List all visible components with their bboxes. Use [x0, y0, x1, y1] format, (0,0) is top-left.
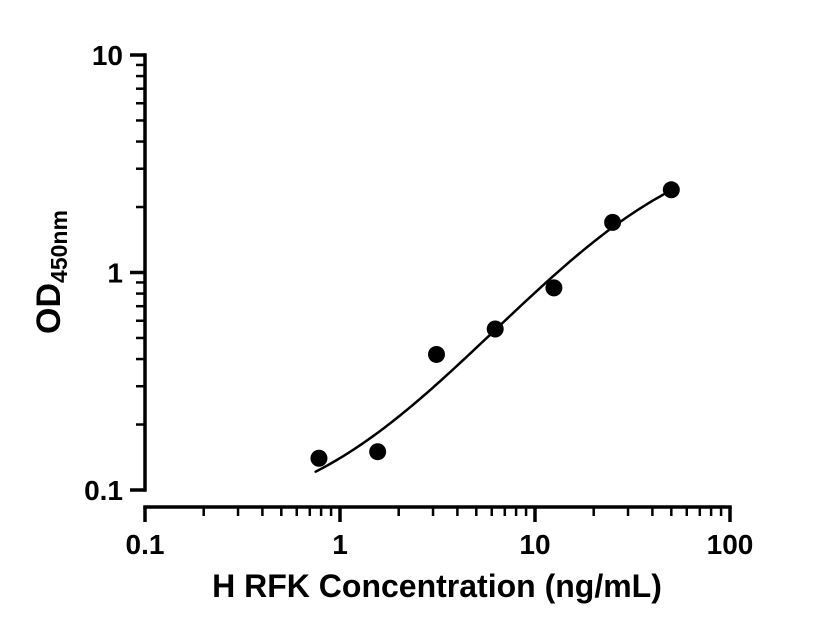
data-point: [604, 213, 622, 231]
data-point: [486, 320, 504, 338]
y-tick-label: 10: [92, 40, 123, 71]
data-point: [662, 181, 680, 199]
y-axis-title-subscript: 450nm: [46, 210, 72, 283]
x-axis-title: H RFK Concentration (ng/mL): [212, 568, 662, 604]
x-tick-label: 100: [707, 529, 754, 560]
y-axis-title: OD450nm: [30, 210, 72, 334]
y-tick-label: 1: [107, 258, 123, 289]
y-tick-label: 0.1: [84, 475, 123, 506]
x-tick-label: 1: [332, 529, 348, 560]
data-point: [310, 449, 328, 467]
series-layer: [310, 181, 680, 473]
data-point: [428, 345, 445, 363]
axes-layer: [143, 53, 732, 509]
data-point: [369, 443, 387, 461]
data-point: [545, 279, 563, 297]
x-tick-label: 0.1: [126, 529, 165, 560]
tick-labels-layer: 0.1 1 10 100 0.1 1 10: [84, 40, 753, 560]
x-tick-label: 10: [519, 529, 550, 560]
y-axis-title-main: OD: [30, 283, 68, 334]
ticks-layer: [130, 53, 732, 522]
